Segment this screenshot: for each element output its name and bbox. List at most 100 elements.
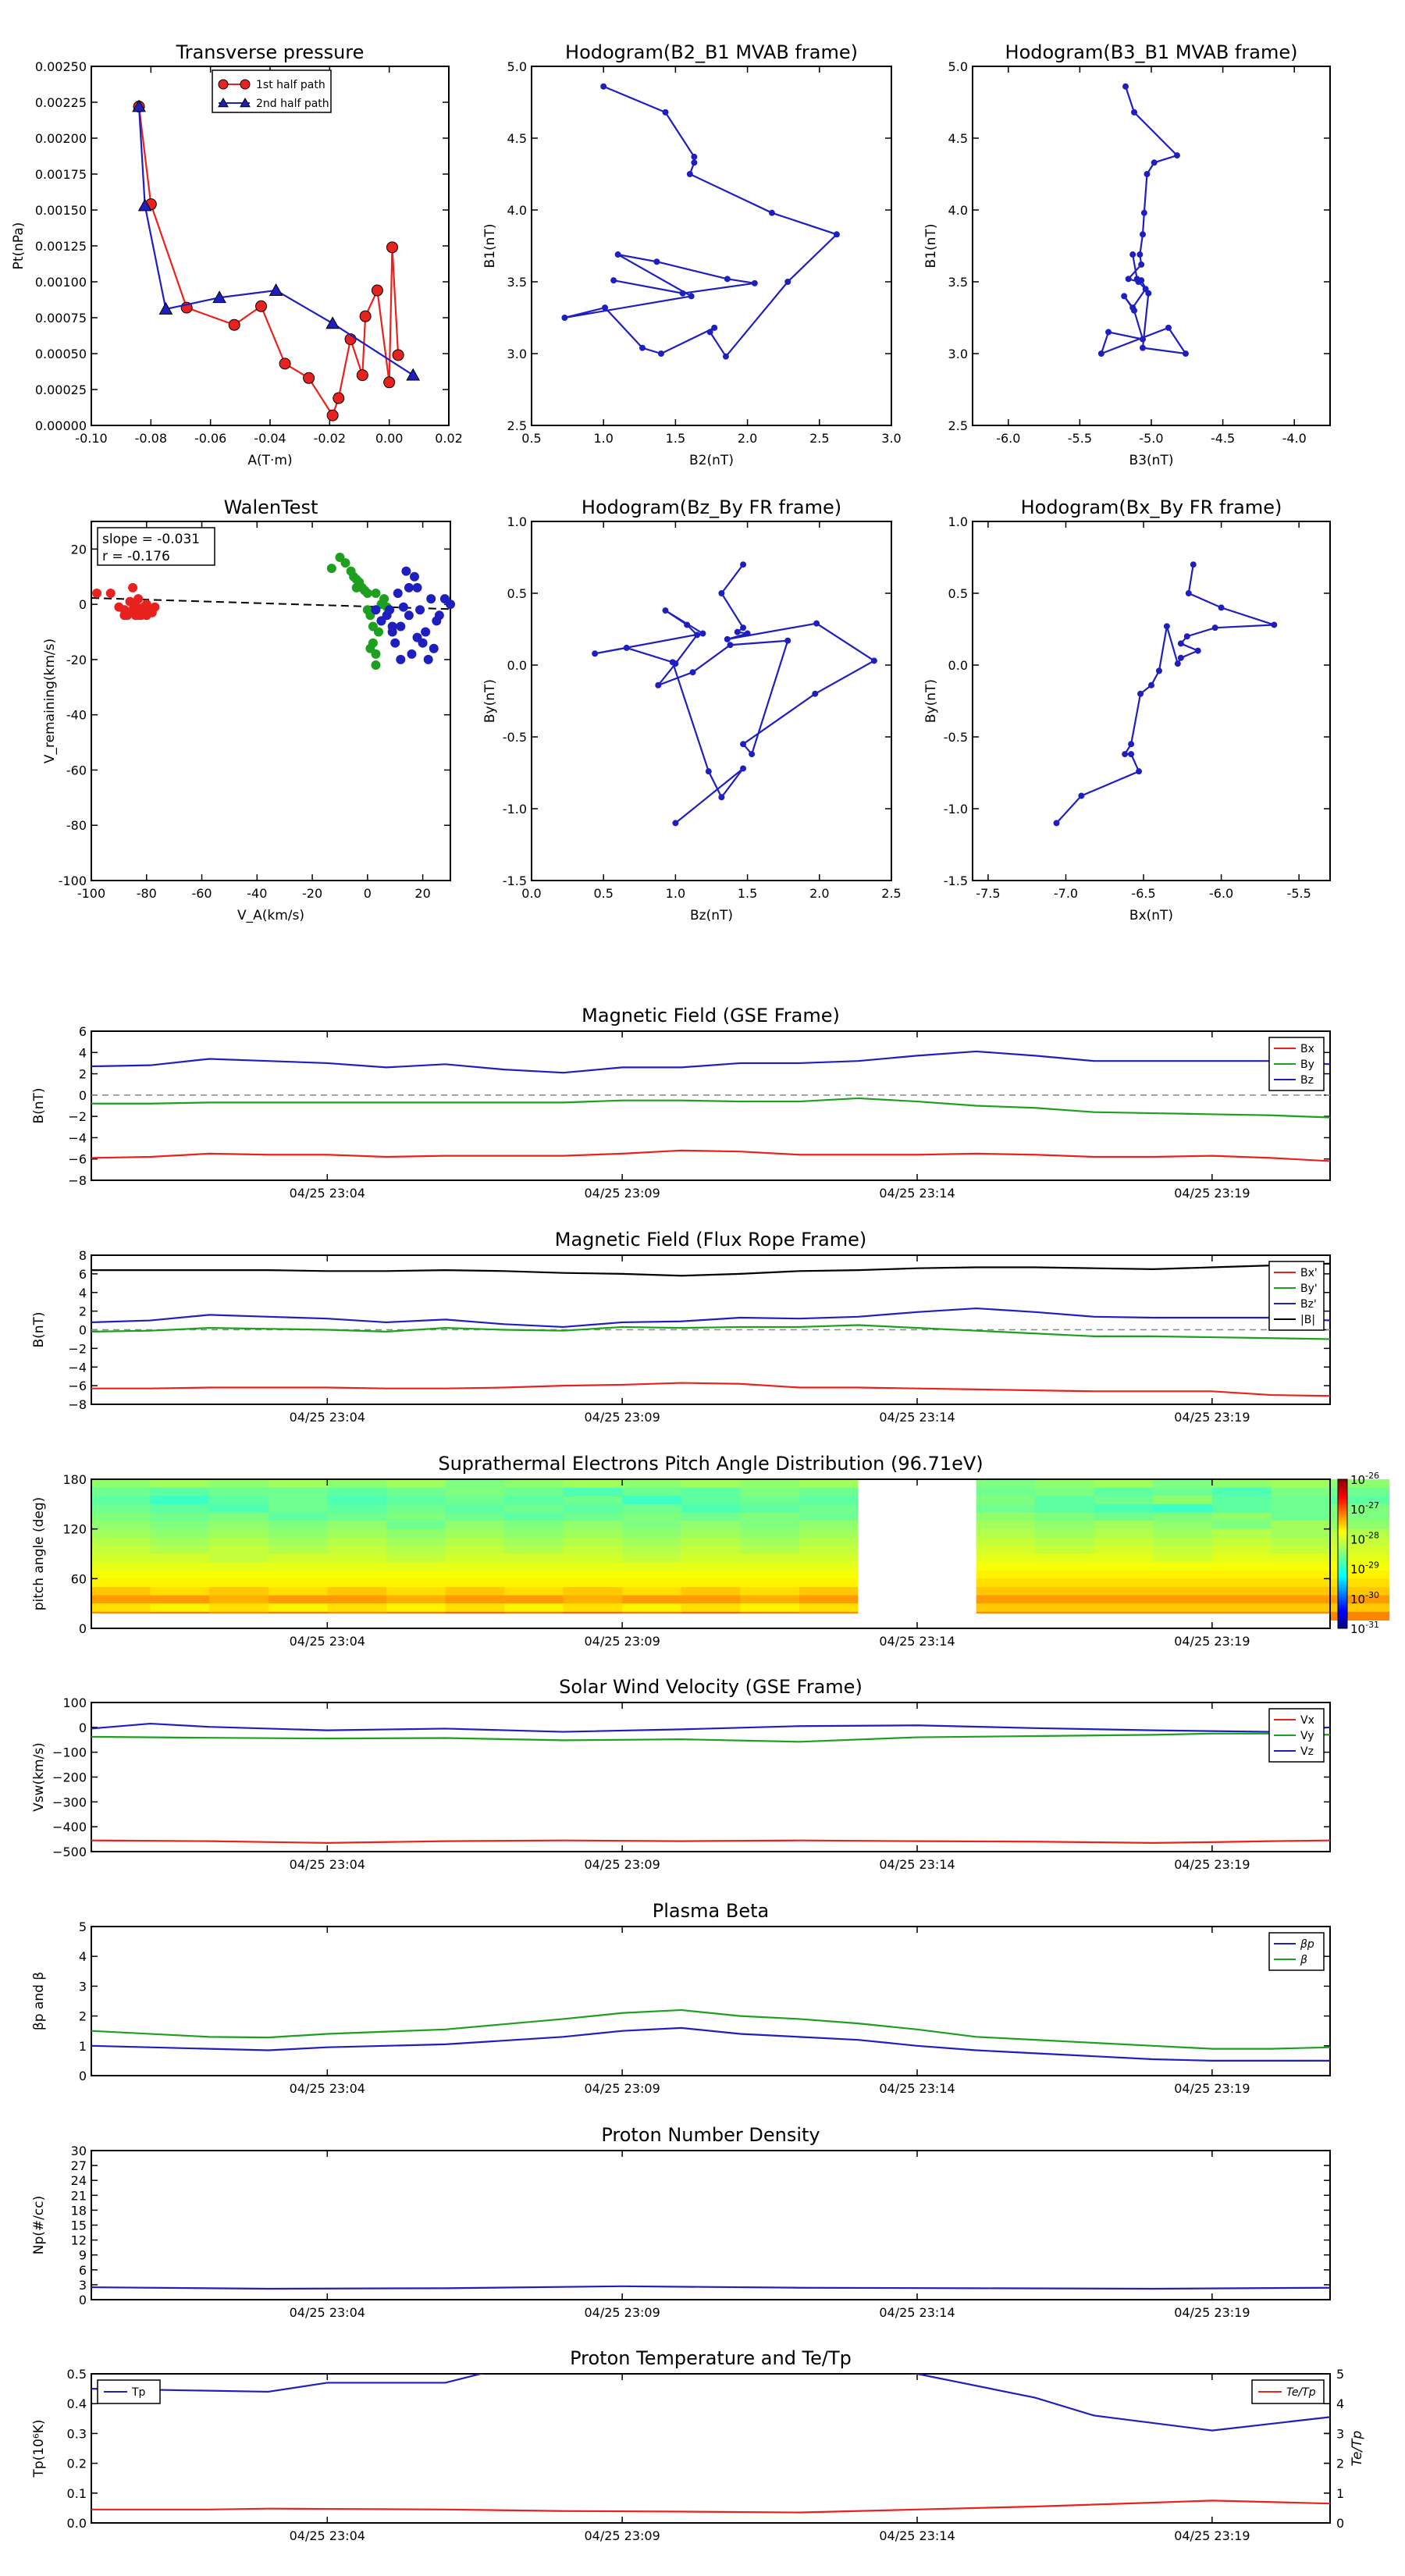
heatmap-cell xyxy=(150,1586,210,1596)
colorbar-tick-label: 10-26 xyxy=(1350,1471,1379,1487)
y-tick-label: 6 xyxy=(79,2263,87,2278)
heatmap-cell xyxy=(1035,1503,1095,1514)
y-tick-label: 21 xyxy=(71,2188,87,2203)
series-line xyxy=(91,2500,1330,2514)
heatmap-cell xyxy=(799,1586,859,1596)
x-tick-label: -20 xyxy=(302,886,322,901)
data-point xyxy=(365,610,375,621)
data-point xyxy=(689,669,696,676)
data-point xyxy=(1105,329,1112,336)
plot-frame xyxy=(531,66,892,426)
x-tick-label: 04/25 23:14 xyxy=(879,2528,955,2543)
data-point xyxy=(1155,667,1162,674)
y-tick-label: -1.5 xyxy=(503,873,527,888)
heatmap-cell xyxy=(1153,1603,1213,1613)
x-tick-label: -100 xyxy=(77,886,105,901)
heatmap-cell xyxy=(209,1553,269,1563)
data-point xyxy=(326,564,336,574)
x-tick-label: 04/25 23:09 xyxy=(584,2528,660,2543)
heatmap-cell xyxy=(1153,1496,1213,1505)
x-tick-label: 04/25 23:04 xyxy=(290,1410,365,1425)
legend-label: Bx xyxy=(1300,1043,1314,1055)
data-point xyxy=(662,607,669,614)
heatmap-cell xyxy=(209,1578,269,1588)
heatmap-cell xyxy=(1153,1586,1213,1596)
series-line xyxy=(91,1149,1330,1162)
chart-title: Magnetic Field (GSE Frame) xyxy=(582,1005,840,1026)
colorbar-tick-exponent: -29 xyxy=(1365,1560,1379,1571)
chart-title: Hodogram(B3_B1 MVAB frame) xyxy=(1005,41,1298,63)
y-tick-label: 2.5 xyxy=(507,418,527,433)
panel-mag_fr: Magnetic Field (Flux Rope Frame) B(nT) 04/… xyxy=(31,1229,1331,1425)
heatmap-cell xyxy=(504,1528,564,1538)
y-tick-label: −2 xyxy=(68,1109,87,1124)
chart-title: Transverse pressure xyxy=(176,41,365,63)
annotation-r: r = -0.176 xyxy=(102,549,170,564)
heatmap-cell xyxy=(1271,1537,1331,1546)
chart-title: Plasma Beta xyxy=(653,1900,769,1922)
data-point xyxy=(610,277,617,284)
x-tick-label: -40 xyxy=(247,886,267,901)
heatmap-cell xyxy=(327,1528,387,1538)
heatmap-cell xyxy=(386,1545,446,1555)
heatmap-cell xyxy=(504,1586,564,1596)
heatmap-cell xyxy=(1211,1603,1272,1613)
series-line xyxy=(137,106,400,418)
heatmap-cell xyxy=(563,1603,623,1613)
data-point xyxy=(412,582,422,592)
heatmap-cell xyxy=(1271,1595,1331,1604)
heatmap-cell xyxy=(976,1562,1036,1571)
y-tick-label: -40 xyxy=(66,708,87,723)
data-point xyxy=(228,318,240,331)
fit-line xyxy=(91,597,451,610)
heatmap-cell xyxy=(681,1578,741,1588)
heatmap-cell xyxy=(386,1487,446,1496)
heatmap-cell xyxy=(1094,1537,1154,1546)
x-tick-label: 04/25 23:19 xyxy=(1174,1186,1250,1201)
heatmap-cell xyxy=(622,1512,682,1521)
data-point xyxy=(691,159,698,166)
y-tick-label: 3.0 xyxy=(507,347,527,361)
y-tick-label: 0.00075 xyxy=(35,311,87,326)
y-tick-label: 0.00125 xyxy=(35,239,87,254)
heatmap-cell xyxy=(1330,1503,1390,1514)
data-point xyxy=(385,605,395,615)
heatmap-cell xyxy=(563,1545,623,1555)
heatmap-cell xyxy=(445,1603,505,1613)
heatmap-cell xyxy=(1271,1578,1331,1588)
heatmap-cell xyxy=(799,1479,859,1489)
data-point xyxy=(784,279,791,285)
data-point xyxy=(688,293,695,300)
legend-label: β xyxy=(1300,1954,1307,1966)
x-tick-label: 04/25 23:09 xyxy=(584,1410,660,1425)
y-tick-label: 1.0 xyxy=(507,514,527,529)
data-point xyxy=(1165,324,1172,331)
heatmap-cell xyxy=(1035,1586,1095,1596)
data-point xyxy=(410,571,419,582)
panel-h3: Hodogram(Bz_By FR frame) Bz(nT) By(nT) 0.0 0… xyxy=(482,496,902,923)
chart-title: Hodogram(Bz_By FR frame) xyxy=(582,496,841,518)
data-point xyxy=(132,99,146,112)
heatmap-cell xyxy=(209,1521,269,1530)
data-point xyxy=(672,820,679,827)
data-point xyxy=(1144,171,1151,177)
data-point xyxy=(740,624,747,632)
data-point xyxy=(727,642,734,649)
data-point xyxy=(812,690,819,697)
heatmap-cell xyxy=(504,1578,564,1588)
heatmap-cell xyxy=(150,1496,210,1505)
y-tick-label-right: 2 xyxy=(1336,2457,1344,2471)
heatmap-cell xyxy=(268,1537,328,1546)
data-point xyxy=(655,681,662,688)
x-tick-label: 04/25 23:14 xyxy=(879,1410,955,1425)
x-tick-label: 04/25 23:09 xyxy=(584,1634,660,1649)
heatmap-cell xyxy=(268,1603,328,1613)
x-tick-label: -60 xyxy=(191,886,212,901)
data-point xyxy=(1140,344,1147,351)
y-tick-label: 2.5 xyxy=(948,418,968,433)
x-tick-label: -80 xyxy=(137,886,157,901)
y-tick-label: 0.0 xyxy=(507,658,527,673)
panel-np: Proton Number Density Np(#/cc) 04/25 23:04… xyxy=(31,2124,1331,2320)
data-point xyxy=(386,241,398,254)
